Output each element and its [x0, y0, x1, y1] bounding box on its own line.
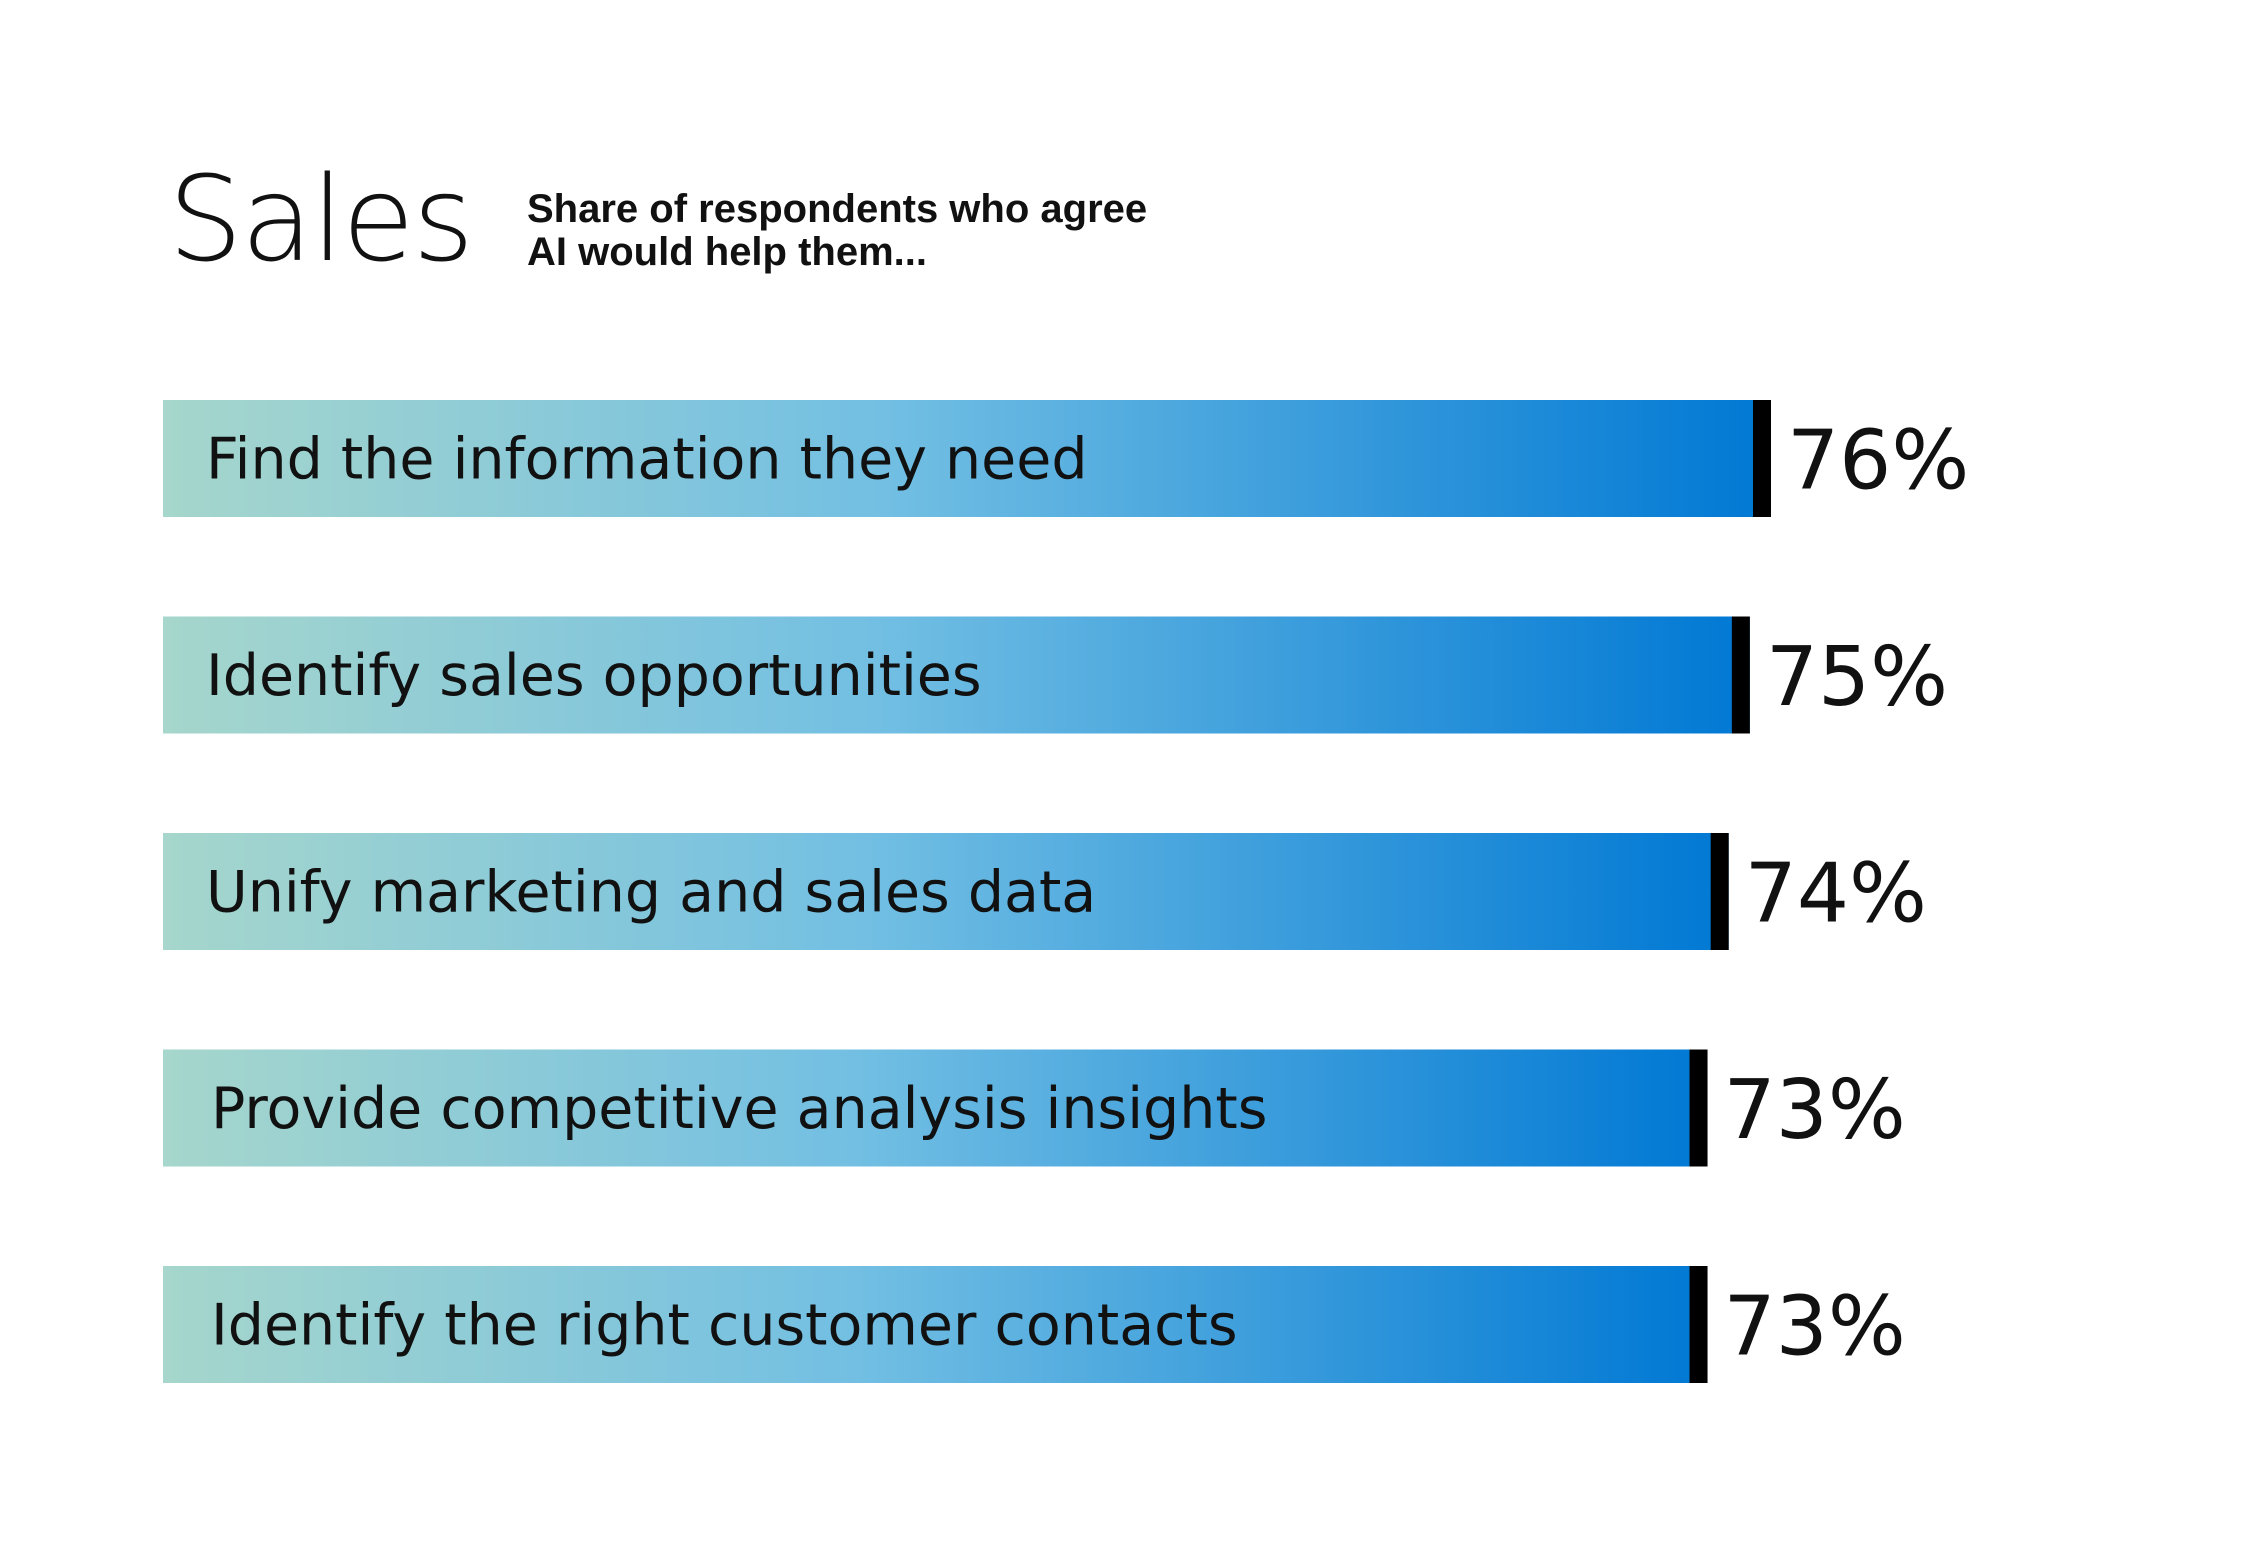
bar-4 [163, 1049, 1708, 1167]
bar-value-label-1: 76% [1787, 414, 1969, 509]
bar-category-label-5: Identify the right customer contacts [211, 1293, 1238, 1359]
bar-value-label-4: 73% [1724, 1063, 1906, 1158]
bar-1 [163, 400, 1771, 517]
bar-end-marker-1 [1753, 400, 1771, 517]
bar-category-label-4: Provide competitive analysis insights [211, 1076, 1267, 1142]
bar-5 [163, 1266, 1708, 1383]
chart-subtitle-line-1: Share of respondents who agree [527, 187, 1148, 231]
bar-value-label-2: 75% [1766, 630, 1948, 725]
bars-group: Find the information they need 76% Identif… [163, 400, 1969, 1383]
bar-3 [163, 833, 1729, 950]
bar-2 [163, 616, 1750, 734]
bar-category-label-2: Identify sales opportunities [206, 643, 982, 709]
chart-subtitle-line-2: AI would help them... [527, 230, 927, 274]
bar-category-label-3: Unify marketing and sales data [206, 860, 1096, 926]
bar-value-label-3: 74% [1745, 847, 1927, 942]
bar-value-label-5: 73% [1724, 1280, 1906, 1375]
bar-end-marker-3 [1710, 833, 1729, 950]
bar-end-marker-4 [1689, 1049, 1708, 1167]
bar-end-marker-5 [1689, 1266, 1708, 1383]
chart-title: Sales [168, 150, 474, 288]
bar-category-label-1: Find the information they need [206, 427, 1088, 493]
bar-end-marker-2 [1731, 616, 1750, 734]
chart-subtitle: Share of respondents who agree AI would … [527, 188, 1247, 274]
